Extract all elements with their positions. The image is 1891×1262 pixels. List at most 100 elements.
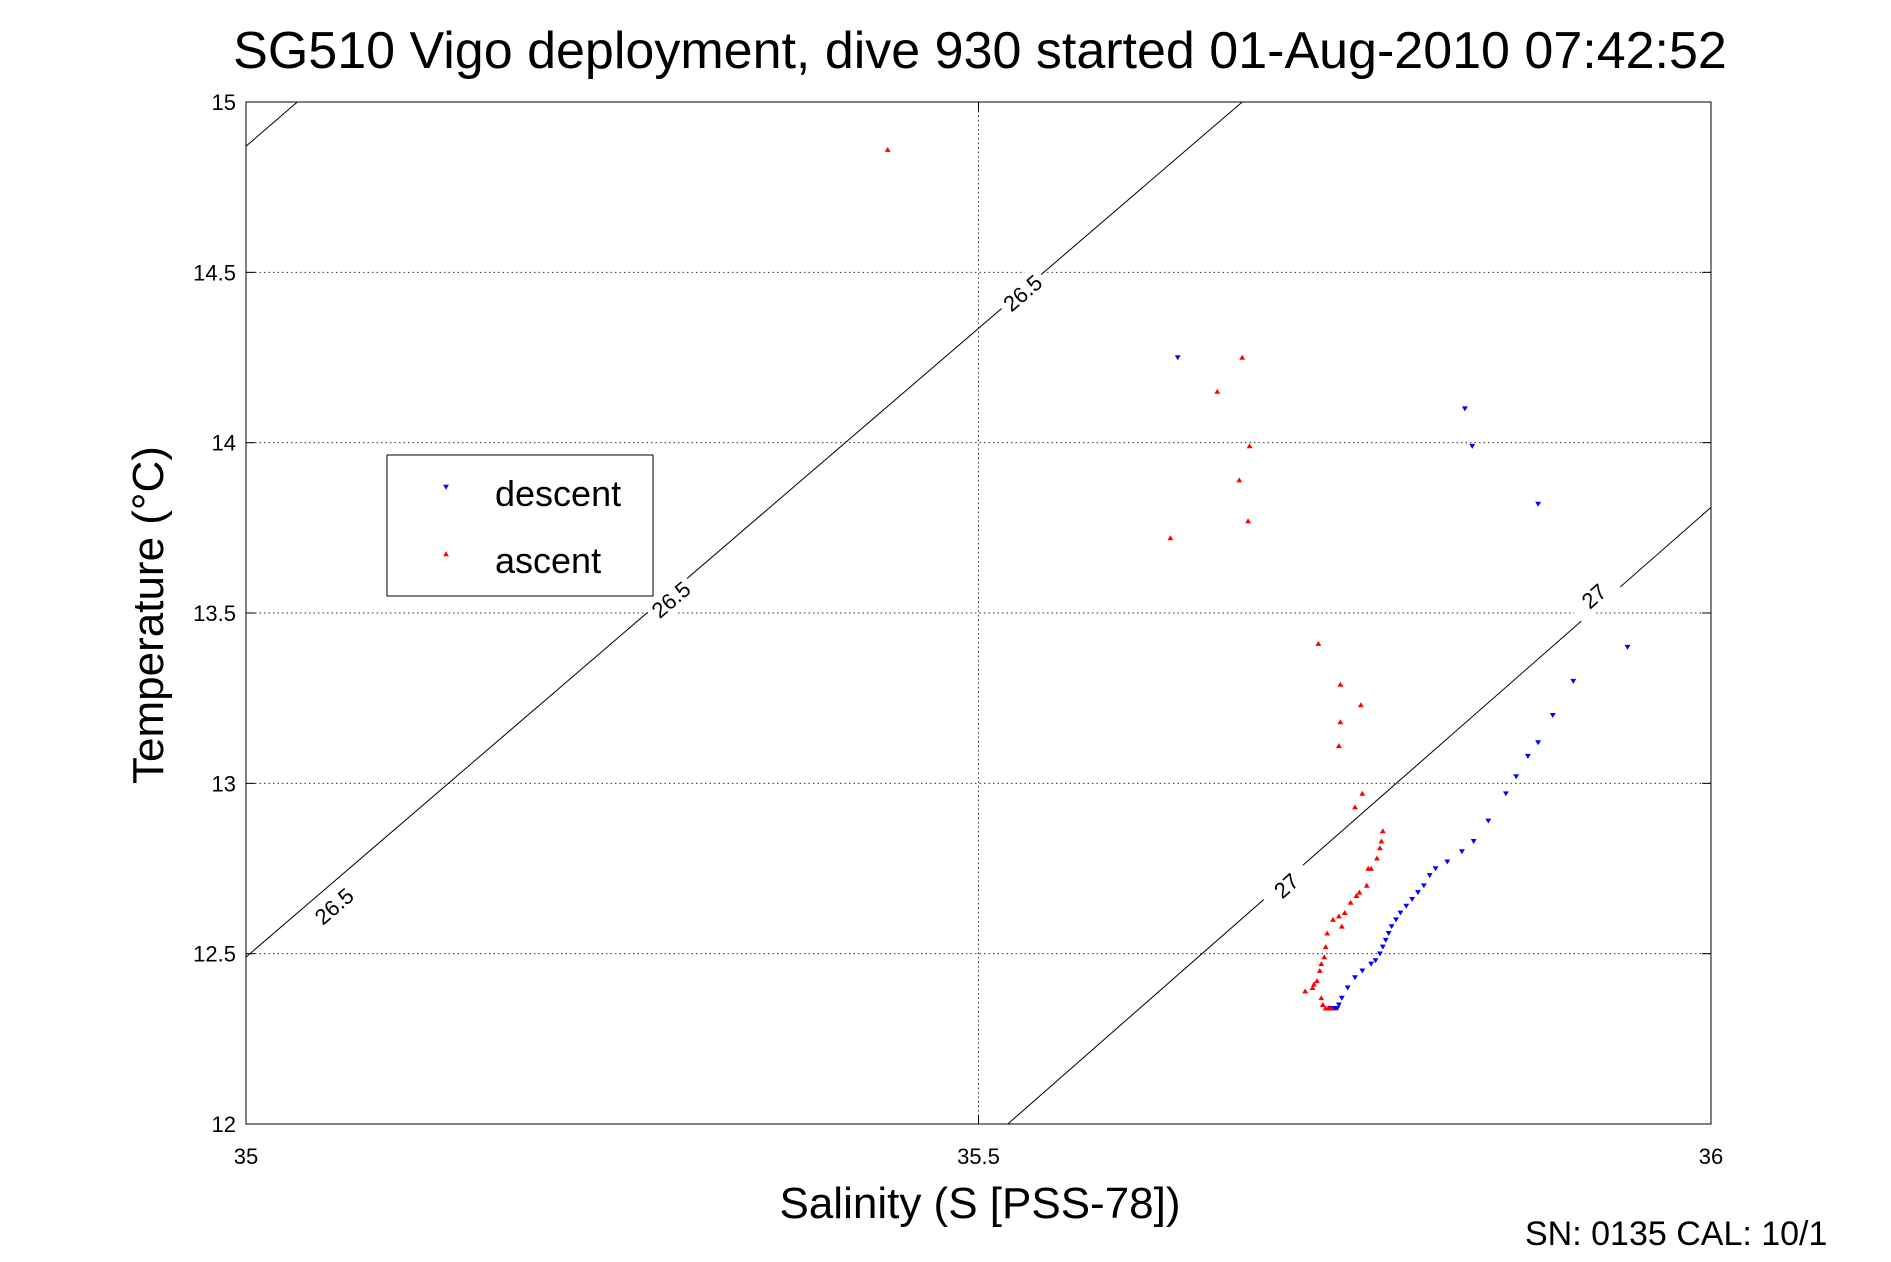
y-tick-label: 15 [212,90,236,115]
descent-point [1352,975,1358,981]
y-tick-label: 13.5 [193,601,236,626]
ascent-point [1337,719,1344,725]
descent-point [1344,985,1351,991]
legend: descent ascent [386,454,654,597]
y-axis-label: Temperature (°C) [124,446,173,784]
ascent-point [1236,477,1243,483]
ascent-point [884,146,891,152]
descent-point [1469,443,1476,449]
isopycnal-line [245,101,1243,958]
descent-point [1397,910,1404,916]
data-points [884,146,1631,1011]
legend-marker-descent [443,484,449,490]
ascent-point [1379,828,1386,834]
descent-point [1338,995,1345,1001]
isopycnal-label-background [1257,857,1315,914]
ascent-point [1328,1005,1335,1011]
isopycnal-label-background [993,265,1052,321]
ascent-point [1363,882,1370,888]
descent-point [1461,406,1468,412]
ascent-point [1330,916,1336,922]
descent-point [1432,866,1439,872]
ascent-point [1335,913,1342,919]
descent-point [1426,873,1433,879]
legend-marker-ascent [443,551,449,557]
descent-point [1174,355,1181,361]
descent-point [1359,968,1366,974]
footer-calibration: SN: 0135 CAL: 10/1 [1525,1215,1827,1253]
descent-point [1335,1002,1342,1008]
descent-series [1174,355,1631,1011]
ascent-point [1245,518,1251,524]
y-tick-label: 12 [212,1112,236,1137]
descent-point [1624,644,1631,650]
ascent-point [1338,923,1345,929]
ascent-point [1239,354,1246,360]
ascent-point [1378,838,1385,844]
ascent-point [1376,845,1383,851]
legend-label-descent: descent [495,473,621,514]
ascent-point [1311,981,1317,987]
descent-point [1385,931,1392,936]
ascent-point [1246,443,1253,449]
ascent-series [884,146,1386,1011]
ascent-point [1374,855,1380,861]
descent-point [1570,678,1577,684]
legend-items: descent ascent [443,473,621,581]
descent-point [1502,791,1509,797]
chart-title: SG510 Vigo deployment, dive 930 started … [233,22,1727,80]
y-tick-labels: 12 12.5 13 13.5 14 14.5 15 [193,90,236,1137]
y-tick-label: 12.5 [193,942,236,967]
x-tick-label: 35 [234,1144,258,1169]
descent-point [1470,839,1477,844]
ascent-point [1309,984,1316,990]
grid-lines [246,102,1711,1124]
ascent-point [1214,388,1221,394]
descent-point [1403,903,1410,909]
descent-point [1368,961,1375,967]
descent-point [1444,859,1451,865]
ascent-point [1365,865,1372,871]
ascent-point [1335,743,1342,749]
descent-point [1382,937,1389,943]
ascent-point [1319,1002,1326,1007]
ascent-point [1316,967,1323,973]
ascent-point [1315,640,1322,646]
ascent-point [1352,804,1358,810]
x-tick-label: 35.5 [957,1144,1000,1169]
ascent-point [1318,995,1325,1001]
descent-point [1376,951,1383,957]
descent-point [1379,944,1386,950]
axis-ticks [245,101,1712,1125]
y-tick-label: 14.5 [193,260,236,285]
x-tick-label: 36 [1699,1144,1723,1169]
descent-point [1485,818,1492,824]
ascent-point [1353,893,1360,898]
descent-point [1372,958,1379,964]
descent-point [1549,712,1556,718]
isopycnal-label-background [305,878,363,934]
isopycnal-line [245,101,298,147]
descent-point [1524,753,1531,759]
legend-box [386,454,654,597]
isopycnal-label-background [642,571,700,627]
ascent-point [1359,790,1366,796]
ascent-point [1321,954,1328,960]
legend-label-ascent: ascent [495,540,601,581]
ascent-point [1337,681,1344,687]
y-tick-label: 14 [212,431,236,456]
ascent-point [1347,899,1354,905]
ascent-point [1302,988,1309,994]
descent-point [1535,740,1542,746]
descent-point [1420,883,1427,889]
ascent-point [1313,978,1320,984]
x-axis-label: Salinity (S [PSS-78]) [779,1179,1180,1228]
isopycnal-label-background [1565,568,1623,624]
x-tick-labels: 35 35.5 36 [234,1144,1723,1169]
ascent-point [1341,910,1348,916]
descent-point [1393,917,1399,923]
ascent-point [1318,961,1325,967]
ascent-point [1167,535,1174,541]
